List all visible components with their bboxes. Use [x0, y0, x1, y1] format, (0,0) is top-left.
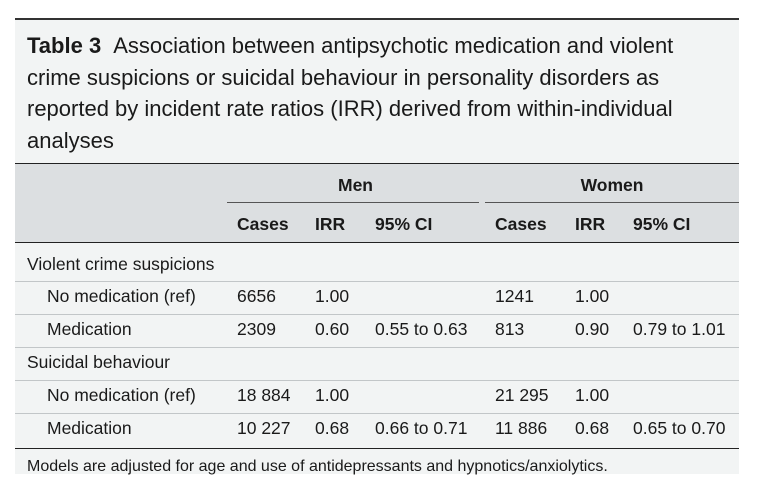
- table-label: Table 3: [27, 33, 102, 58]
- table-caption: Table 3 Association between antipsychotic…: [27, 30, 727, 156]
- cell-women-cases: 813: [495, 319, 525, 339]
- cell-men-cases: 10 227: [237, 418, 291, 438]
- cell-women-irr: 0.68: [575, 418, 610, 438]
- group-rule-women: [485, 202, 739, 203]
- col-header-women-cases: Cases: [495, 214, 547, 234]
- row-divider: [15, 380, 739, 381]
- cell-women-irr: 1.00: [575, 385, 610, 405]
- col-header-women-ci: 95% CI: [633, 214, 691, 234]
- cell-men-cases: 2309: [237, 319, 276, 339]
- cell-women-irr: 0.90: [575, 319, 610, 339]
- cell-women-ci: 0.65 to 0.70: [633, 418, 726, 438]
- cell-men-irr: 0.68: [315, 418, 350, 438]
- row-divider: [15, 347, 739, 348]
- col-header-men-ci: 95% CI: [375, 214, 433, 234]
- section-title: Violent crime suspicions: [27, 254, 215, 274]
- row-divider: [15, 413, 739, 414]
- row-divider: [15, 281, 739, 282]
- row-label: No medication (ref): [47, 385, 196, 405]
- header-top-rule: [15, 163, 739, 164]
- table-container: Table 3 Association between antipsychotic…: [15, 18, 739, 475]
- table-footnote: Models are adjusted for age and use of a…: [27, 458, 608, 475]
- cell-women-irr: 1.00: [575, 286, 610, 306]
- col-header-women-irr: IRR: [575, 214, 606, 234]
- cell-men-irr: 1.00: [315, 385, 350, 405]
- row-divider: [15, 314, 739, 315]
- group-header-men: Men: [338, 175, 373, 195]
- section-title: Suicidal behaviour: [27, 352, 171, 372]
- cell-women-cases: 1241: [495, 286, 534, 306]
- cell-men-ci: 0.55 to 0.63: [375, 319, 468, 339]
- cell-men-irr: 0.60: [315, 319, 350, 339]
- caption-text: Association between antipsychotic medica…: [27, 33, 674, 153]
- row-label: Medication: [47, 418, 132, 438]
- cell-women-cases: 11 886: [495, 418, 548, 438]
- cell-men-irr: 1.00: [315, 286, 350, 306]
- table-bottom-rule: [15, 448, 739, 449]
- cell-men-cases: 6656: [237, 286, 276, 306]
- header-bottom-rule: [15, 242, 739, 243]
- table-header: [15, 164, 739, 242]
- table-top-rule: [15, 18, 739, 20]
- col-header-men-irr: IRR: [315, 214, 346, 234]
- cell-women-cases: 21 295: [495, 385, 549, 405]
- row-label: No medication (ref): [47, 286, 196, 306]
- group-header-women: Women: [580, 175, 644, 195]
- col-header-men-cases: Cases: [237, 214, 289, 234]
- group-rule-men: [227, 202, 479, 203]
- row-label: Medication: [47, 319, 132, 339]
- cell-men-cases: 18 884: [237, 385, 291, 405]
- cell-women-ci: 0.79 to 1.01: [633, 319, 726, 339]
- cell-men-ci: 0.66 to 0.71: [375, 418, 468, 438]
